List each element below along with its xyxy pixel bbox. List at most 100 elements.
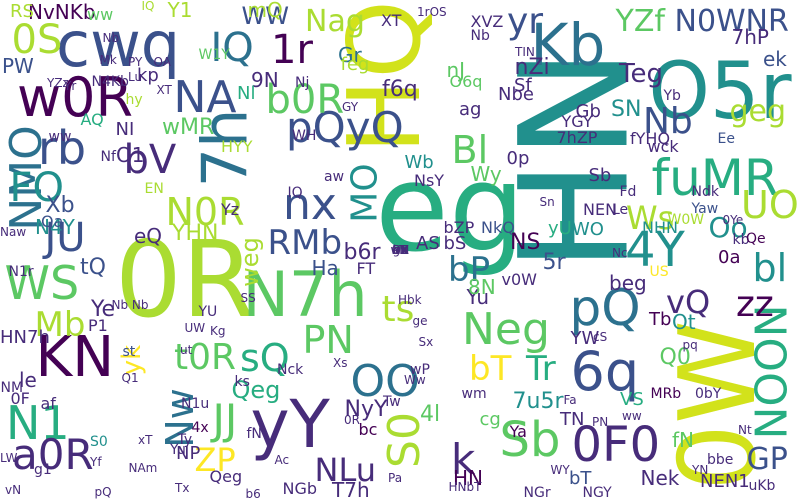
cloud-word: Q1	[121, 371, 139, 385]
cloud-word: ww	[48, 129, 72, 145]
cloud-word: FT	[356, 259, 376, 278]
cloud-word: Kb	[530, 11, 606, 79]
cloud-word: 0p	[506, 148, 530, 169]
cloud-word: Nj	[295, 75, 310, 91]
cloud-word: SN	[611, 97, 642, 122]
cloud-word: Nck	[277, 362, 304, 378]
cloud-word: 0Ye	[722, 213, 744, 227]
cloud-word: bZP	[443, 218, 475, 237]
cloud-word: Q0	[659, 345, 691, 370]
cloud-word: bc	[358, 420, 378, 439]
cloud-word: Yu	[170, 442, 186, 458]
cloud-word: HN	[453, 466, 483, 490]
cloud-word: k	[451, 435, 476, 484]
cloud-word: Sb	[499, 412, 561, 468]
cloud-word: Wy	[470, 162, 502, 186]
cloud-word: Neg	[462, 304, 550, 355]
cloud-word: t0R	[174, 337, 237, 378]
cloud-word: US	[649, 264, 669, 280]
cloud-word: N7h	[242, 258, 368, 331]
cloud-word: fuMR	[651, 149, 779, 207]
cloud-word: nx	[283, 179, 337, 230]
cloud-word: Ty	[177, 432, 193, 448]
cloud-word: Gb	[575, 101, 601, 122]
cloud-word: FO	[9, 165, 65, 211]
cloud-word: N1	[6, 396, 70, 450]
cloud-word: N0W	[674, 4, 746, 39]
cloud-word: TIN	[515, 45, 535, 59]
cloud-word: XT	[156, 83, 172, 97]
cloud-word: UO	[741, 183, 799, 227]
cloud-word: Nag	[305, 4, 365, 39]
cloud-word: MRb	[650, 386, 682, 402]
cloud-word: NHN	[642, 218, 678, 237]
cloud-word: 7hZP	[556, 128, 598, 147]
cloud-word: 6q	[570, 340, 640, 403]
cloud-word: st	[122, 344, 136, 360]
cloud-word: c1	[393, 243, 408, 257]
cloud-word: 1r	[271, 27, 313, 73]
cloud-word: XT	[381, 11, 402, 30]
cloud-word: zz	[736, 284, 774, 325]
cloud-word: yU	[548, 218, 572, 239]
cloud-word: geg	[729, 94, 787, 129]
cloud-word: nZi	[514, 55, 550, 80]
cloud-word: bV	[123, 137, 177, 183]
cloud-word: eQ	[134, 224, 163, 248]
cloud-word: 8N	[468, 275, 496, 299]
cloud-word: Oo	[708, 211, 748, 244]
cloud-word: Mb	[34, 305, 86, 345]
cloud-word: YW	[570, 328, 600, 349]
cloud-word: fN	[246, 426, 262, 442]
cloud-word: Sx	[418, 335, 434, 349]
cloud-word: Oa	[41, 212, 64, 231]
cloud-word: O1	[116, 143, 145, 167]
cloud-word: Le	[612, 202, 629, 218]
cloud-word: AS	[416, 233, 440, 254]
cloud-word: Ee	[717, 131, 735, 147]
cloud-word: v0W	[501, 270, 537, 289]
cloud-word: 0F	[10, 389, 30, 408]
cloud-word: Qeg	[209, 467, 243, 486]
cloud-word: N0R	[165, 190, 245, 234]
cloud-word: g1	[34, 462, 52, 478]
cloud-word: Xb	[45, 193, 75, 218]
cloud-word: Ye	[91, 297, 116, 322]
cloud-word: NI	[115, 119, 135, 140]
cloud-word: f6q	[382, 77, 418, 102]
cloud-word: b0R	[265, 77, 345, 123]
cloud-word: NA	[173, 72, 237, 123]
cloud-word: N1u	[181, 396, 210, 412]
cloud-word: UW	[184, 321, 206, 335]
cloud-word: cwq	[56, 8, 181, 81]
cloud-word: ww	[87, 5, 114, 24]
cloud-word: W0W	[667, 212, 705, 228]
cloud-word: PN	[592, 415, 609, 429]
cloud-word: beg	[609, 271, 647, 295]
cloud-word: fYHQ	[630, 129, 671, 148]
cloud-word: wck	[647, 137, 679, 156]
cloud-word: OA	[153, 55, 171, 69]
cloud-word: Mk	[99, 53, 117, 67]
cloud-word: Nb	[102, 31, 120, 45]
cloud-word: Nb	[470, 28, 490, 44]
cloud-word: T7h	[332, 478, 370, 500]
cloud-word: N1r	[8, 264, 34, 280]
cloud-word: cg	[479, 409, 501, 430]
cloud-word: 0bY	[695, 386, 722, 402]
cloud-word: ut	[180, 343, 193, 357]
cloud-word: PW	[2, 54, 34, 78]
cloud-word: Pa	[388, 471, 403, 485]
cloud-word: Sn	[539, 195, 555, 209]
cloud-word: 9N	[251, 68, 279, 92]
cloud-word: HN7h	[0, 327, 50, 348]
cloud-word: Yz	[221, 200, 240, 219]
cloud-word: Ot	[672, 310, 696, 334]
cloud-word: HYY	[221, 137, 253, 156]
cloud-word: PY	[128, 55, 143, 69]
cloud-word: RMb	[267, 223, 343, 263]
cloud-word: Yr	[64, 79, 77, 93]
cloud-word: YN	[692, 463, 709, 477]
cloud-word: tQ	[80, 255, 106, 280]
cloud-word: Y1	[167, 0, 193, 22]
